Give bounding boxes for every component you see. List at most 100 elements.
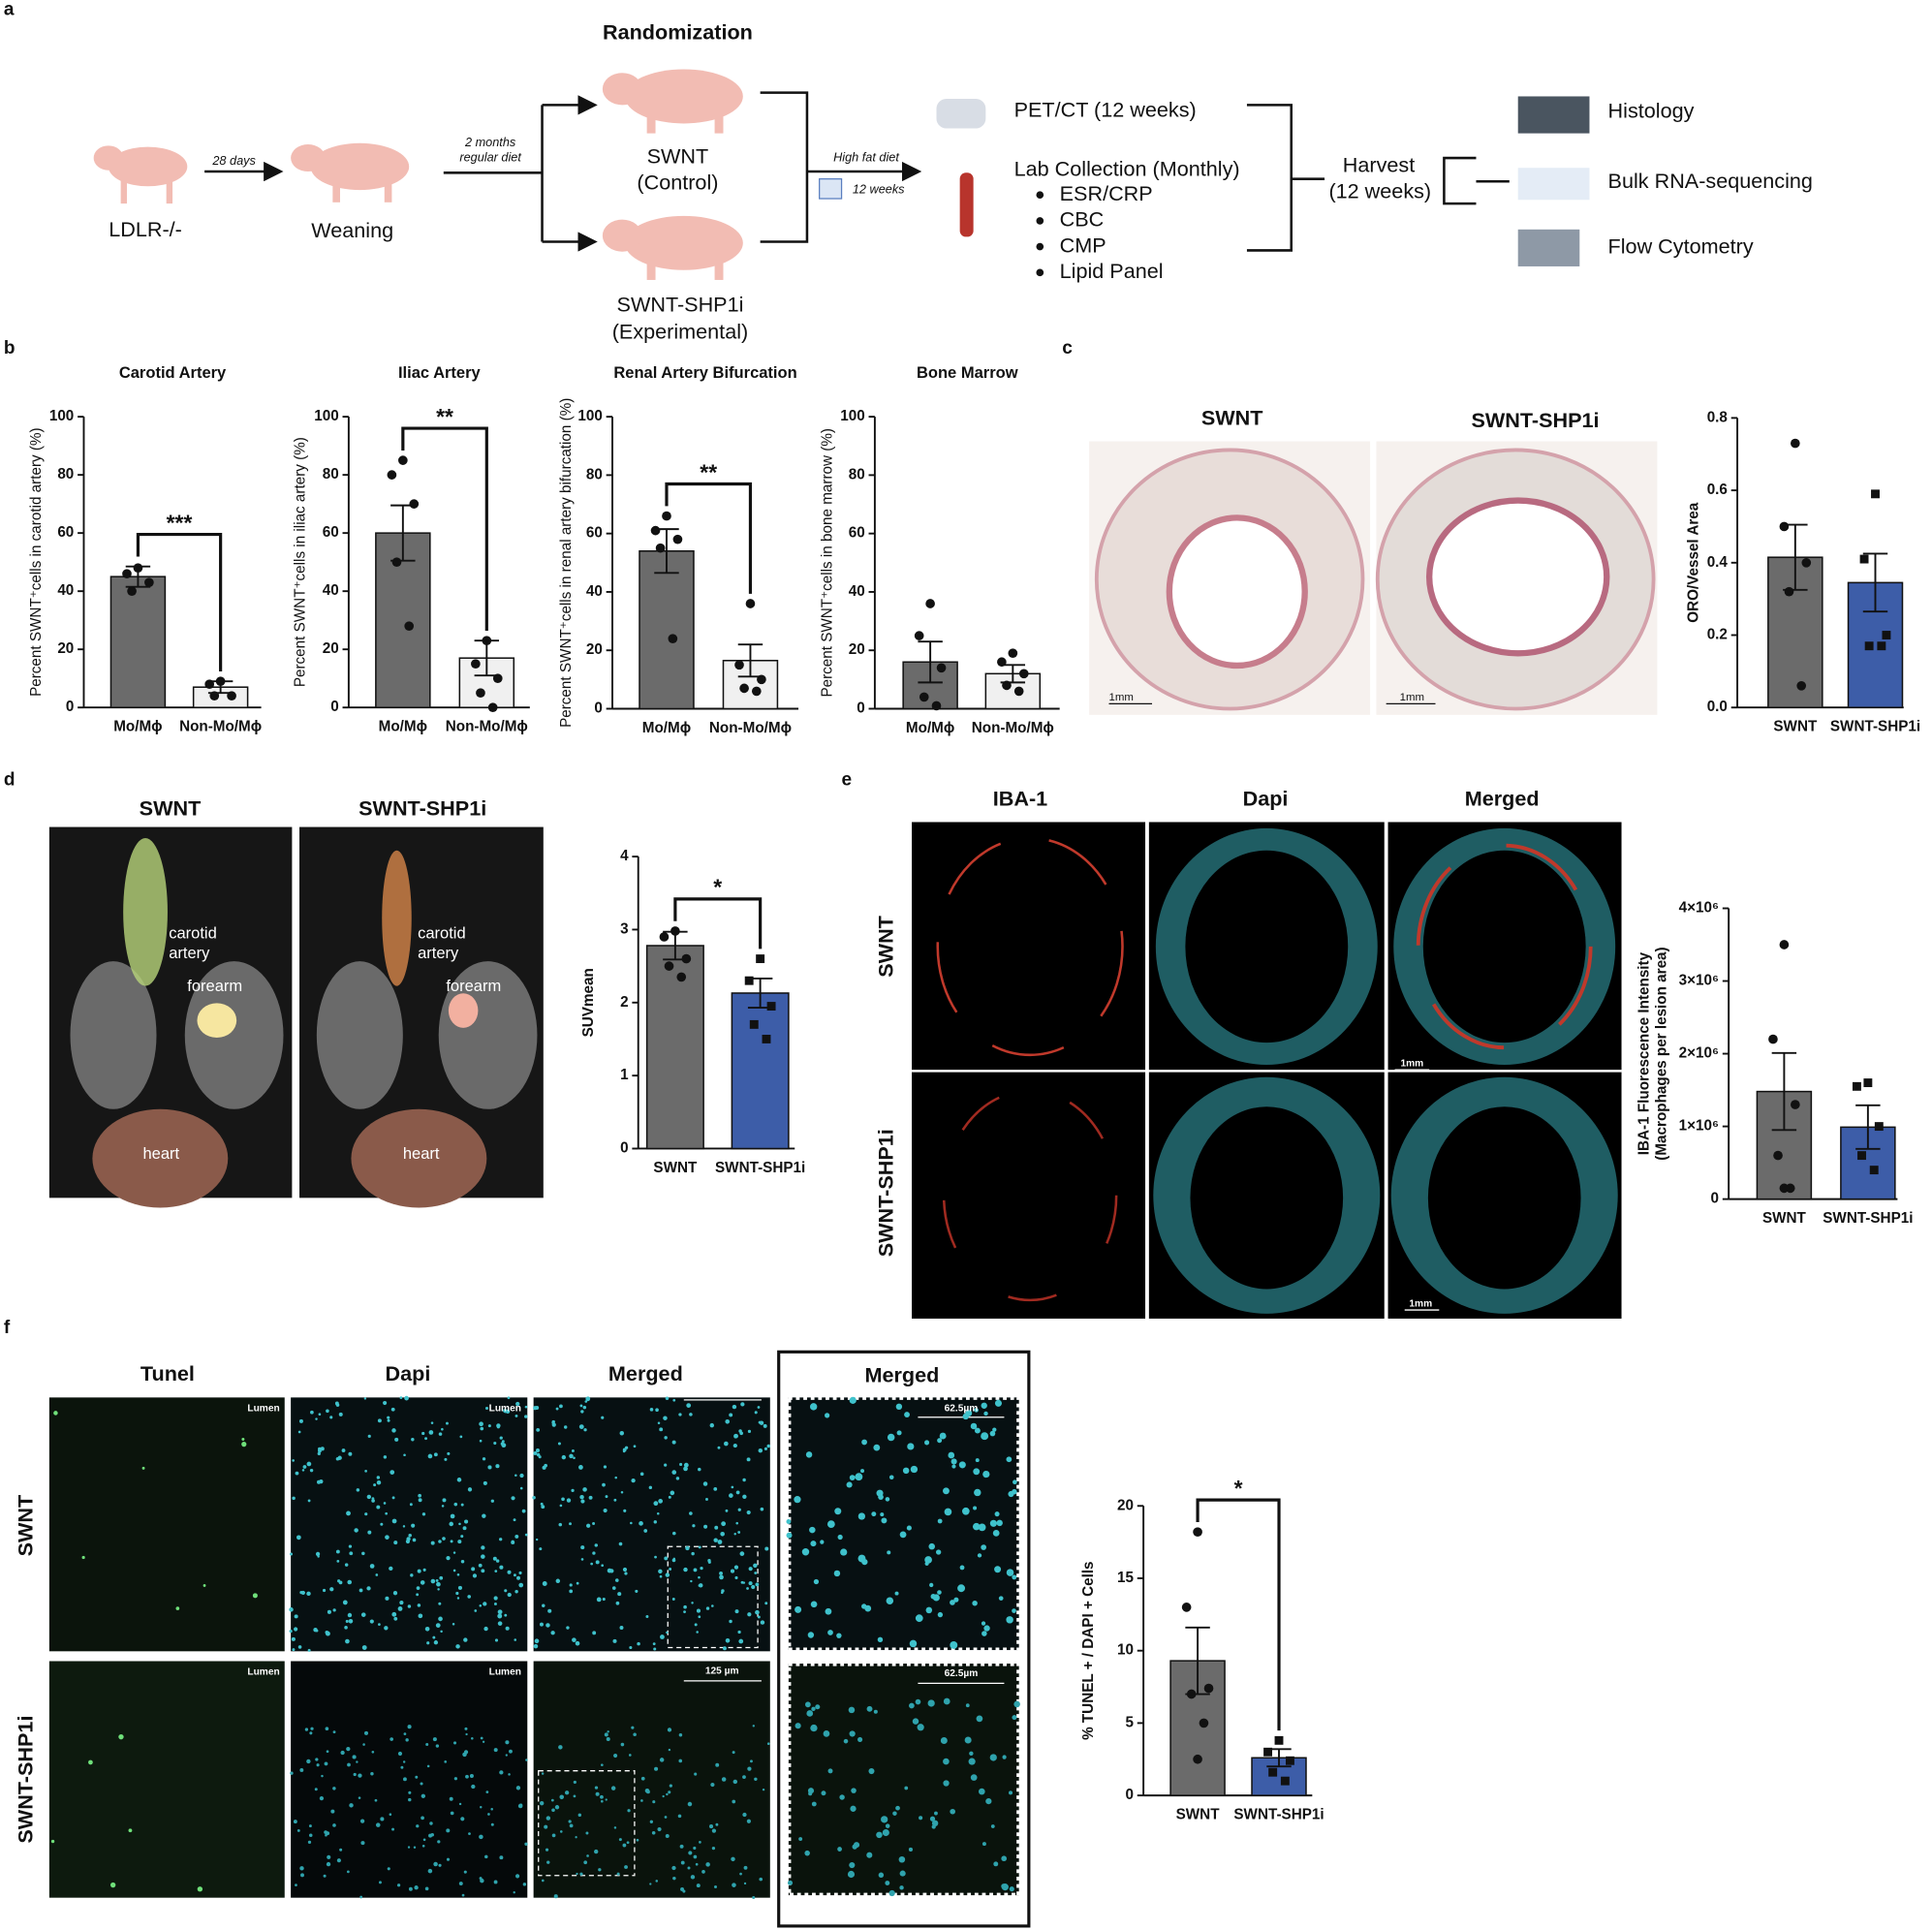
nucleus bbox=[992, 1529, 1000, 1537]
nucleus bbox=[394, 1437, 399, 1442]
nucleus bbox=[983, 1411, 988, 1416]
nucleus bbox=[481, 1554, 485, 1559]
nucleus bbox=[292, 1496, 296, 1501]
significance-label: * bbox=[713, 875, 722, 900]
annotation: artery bbox=[169, 944, 210, 962]
nucleus bbox=[651, 1830, 656, 1835]
data-point bbox=[655, 543, 666, 553]
nucleus bbox=[579, 1872, 583, 1876]
list-item: CMP bbox=[1060, 233, 1106, 257]
y-axis-label: ORO/Vessel Area bbox=[1686, 502, 1702, 623]
nucleus bbox=[705, 1862, 710, 1867]
nucleus bbox=[539, 1622, 544, 1627]
data-point bbox=[914, 631, 924, 640]
nucleus bbox=[724, 1441, 729, 1447]
y-tick-label: 100 bbox=[49, 408, 74, 424]
nucleus bbox=[468, 1832, 471, 1836]
nucleus bbox=[460, 1817, 465, 1821]
nucleus bbox=[1006, 1569, 1014, 1576]
nucleus bbox=[515, 1401, 520, 1407]
nucleus bbox=[694, 1623, 698, 1627]
nucleus bbox=[795, 1605, 802, 1613]
nucleus bbox=[332, 1608, 336, 1612]
nucleus bbox=[487, 1813, 490, 1816]
nucleus bbox=[982, 1470, 990, 1479]
nucleus bbox=[671, 1440, 676, 1445]
data-point bbox=[487, 702, 498, 713]
nucleus bbox=[354, 1528, 358, 1533]
nucleus bbox=[732, 1404, 737, 1410]
nucleus bbox=[524, 1533, 528, 1537]
significance-bracket bbox=[665, 482, 753, 594]
x-tick-label: Non-Mo/Mϕ bbox=[446, 719, 528, 735]
nucleus bbox=[1002, 1755, 1007, 1759]
nucleus bbox=[720, 1531, 725, 1537]
nucleus bbox=[760, 1620, 765, 1625]
node-label: Bulk RNA-sequencing bbox=[1608, 169, 1813, 193]
nucleus bbox=[348, 1544, 353, 1548]
nucleus bbox=[801, 1548, 810, 1556]
nucleus bbox=[426, 1764, 430, 1768]
nucleus bbox=[519, 1803, 523, 1807]
column-label: Dapi bbox=[386, 1361, 431, 1385]
nucleus bbox=[366, 1494, 372, 1500]
nucleus bbox=[391, 1611, 397, 1617]
nucleus bbox=[514, 1534, 519, 1539]
nucleus bbox=[693, 1846, 697, 1851]
nucleus bbox=[811, 1801, 817, 1807]
data-point bbox=[745, 599, 756, 608]
nucleus bbox=[601, 1416, 605, 1419]
nucleus bbox=[550, 1798, 554, 1802]
nucleus bbox=[497, 1613, 503, 1619]
nucleus bbox=[416, 1586, 421, 1590]
nucleus bbox=[437, 1840, 441, 1844]
group-label: SWNT bbox=[647, 144, 709, 169]
nucleus bbox=[649, 1820, 654, 1823]
nucleus bbox=[698, 1615, 701, 1619]
data-point bbox=[471, 659, 481, 669]
row-label: SWNT bbox=[873, 916, 897, 978]
nucleus bbox=[620, 1491, 624, 1494]
nucleus bbox=[514, 1414, 518, 1417]
nucleus bbox=[739, 1431, 743, 1436]
y-tick-label: 20 bbox=[57, 640, 74, 657]
nucleus bbox=[376, 1479, 382, 1485]
nucleus bbox=[352, 1755, 357, 1759]
nucleus bbox=[446, 1421, 449, 1425]
nucleus bbox=[763, 1447, 767, 1450]
y-tick-label: 0.2 bbox=[1707, 627, 1728, 643]
nucleus bbox=[514, 1474, 517, 1477]
data-point bbox=[482, 636, 492, 646]
nucleus bbox=[449, 1521, 453, 1527]
nucleus bbox=[329, 1587, 334, 1592]
nucleus bbox=[635, 1589, 639, 1593]
nucleus bbox=[294, 1614, 298, 1619]
nucleus bbox=[304, 1728, 309, 1731]
nucleus bbox=[403, 1453, 406, 1457]
nucleus bbox=[699, 1583, 703, 1588]
nucleus bbox=[757, 1406, 761, 1409]
nucleus bbox=[757, 1615, 761, 1619]
nucleus bbox=[335, 1549, 340, 1554]
nucleus bbox=[334, 1401, 339, 1406]
node-label: Histology bbox=[1608, 99, 1695, 123]
x-tick-label: Non-Mo/Mϕ bbox=[179, 719, 262, 735]
nucleus bbox=[452, 1569, 456, 1572]
nucleus bbox=[532, 1495, 536, 1500]
nucleus bbox=[935, 1549, 942, 1555]
nucleus bbox=[327, 1854, 331, 1859]
y-tick-label: 0 bbox=[857, 700, 864, 717]
nucleus bbox=[308, 1824, 312, 1828]
nucleus bbox=[748, 1581, 753, 1586]
nucleus bbox=[981, 1544, 986, 1550]
nucleus bbox=[624, 1572, 628, 1575]
nucleus bbox=[507, 1570, 512, 1574]
nucleus bbox=[592, 1631, 597, 1635]
nucleus bbox=[359, 1819, 365, 1823]
nucleus bbox=[924, 1561, 929, 1566]
nucleus bbox=[683, 1604, 687, 1609]
nucleus bbox=[665, 1833, 670, 1838]
nucleus bbox=[709, 1422, 714, 1428]
nucleus bbox=[555, 1578, 561, 1583]
histology-images bbox=[1089, 441, 1658, 715]
